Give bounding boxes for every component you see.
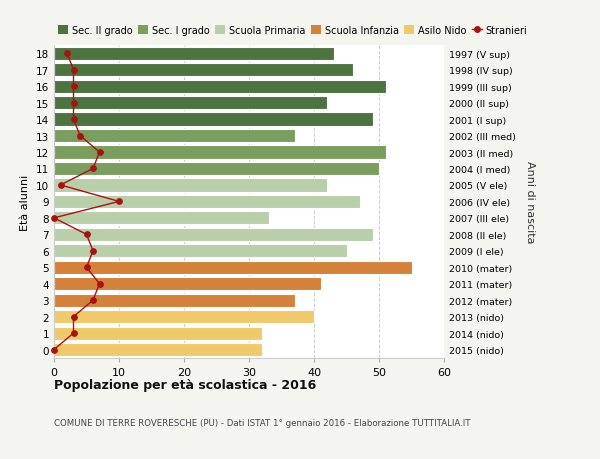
Point	[82, 231, 91, 239]
Bar	[54, 228, 373, 241]
Point	[49, 215, 59, 222]
Point	[69, 330, 78, 337]
Bar	[54, 261, 412, 274]
Bar	[54, 310, 314, 324]
Bar	[54, 48, 334, 61]
Bar	[54, 294, 295, 307]
Point	[88, 165, 98, 173]
Bar	[54, 162, 379, 176]
Bar	[54, 212, 269, 225]
Point	[95, 149, 104, 157]
Bar	[54, 113, 373, 126]
Bar	[54, 130, 295, 143]
Point	[95, 280, 104, 288]
Text: COMUNE DI TERRE ROVERESCHE (PU) - Dati ISTAT 1° gennaio 2016 - Elaborazione TUTT: COMUNE DI TERRE ROVERESCHE (PU) - Dati I…	[54, 418, 470, 427]
Text: Popolazione per età scolastica - 2016: Popolazione per età scolastica - 2016	[54, 379, 316, 392]
Bar	[54, 179, 327, 192]
Point	[114, 198, 124, 206]
Point	[88, 247, 98, 255]
Point	[69, 100, 78, 107]
Bar	[54, 64, 353, 77]
Y-axis label: Età alunni: Età alunni	[20, 174, 31, 230]
Point	[88, 297, 98, 304]
Bar	[54, 343, 262, 356]
Bar	[54, 245, 347, 258]
Bar	[54, 97, 327, 110]
Point	[62, 50, 72, 58]
Bar	[54, 278, 320, 291]
Point	[56, 182, 65, 189]
Bar	[54, 80, 386, 94]
Y-axis label: Anni di nascita: Anni di nascita	[525, 161, 535, 243]
Point	[69, 313, 78, 321]
Bar	[54, 146, 386, 159]
Point	[69, 83, 78, 90]
Point	[49, 346, 59, 353]
Bar	[54, 327, 262, 340]
Legend: Sec. II grado, Sec. I grado, Scuola Primaria, Scuola Infanzia, Asilo Nido, Stran: Sec. II grado, Sec. I grado, Scuola Prim…	[54, 22, 532, 39]
Bar	[54, 196, 359, 208]
Point	[69, 67, 78, 74]
Point	[75, 133, 85, 140]
Point	[82, 264, 91, 271]
Point	[69, 116, 78, 123]
